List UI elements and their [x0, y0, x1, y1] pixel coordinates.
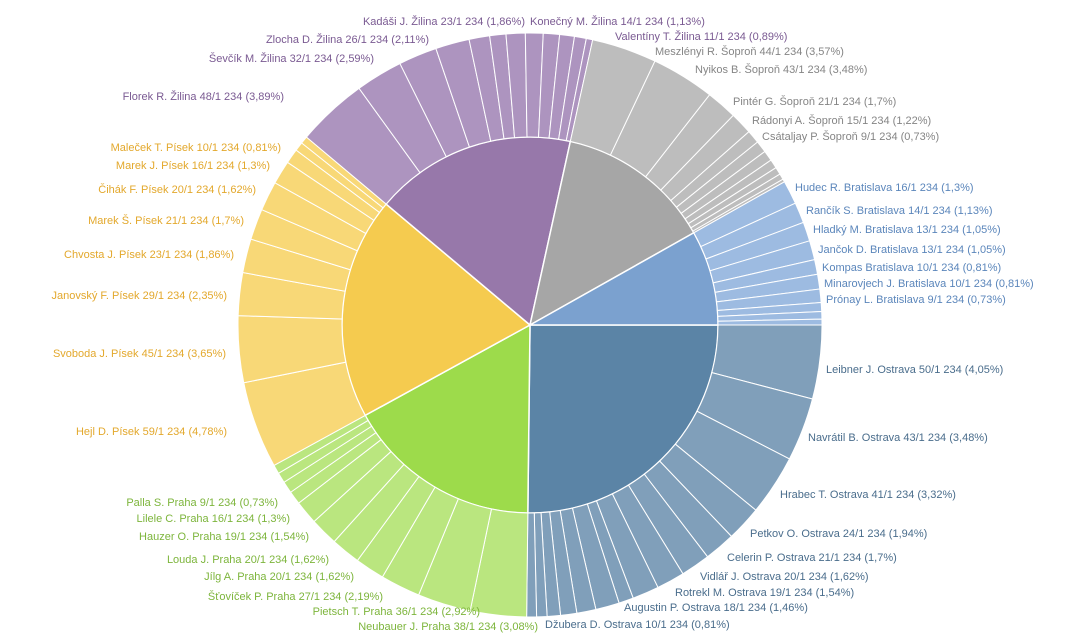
segment-label: Zlocha D. Žilina 26/1 234 (2,11%)	[266, 33, 429, 46]
segment-label: Rančík S. Bratislava 14/1 234 (1,13%)	[806, 205, 992, 217]
segment-label: Pietsch T. Praha 36/1 234 (2,92%)	[313, 606, 480, 618]
outer-segment	[717, 318, 823, 326]
segment-label: Augustin P. Ostrava 18/1 234 (1,46%)	[624, 602, 808, 614]
segment-label: Chvosta J. Písek 23/1 234 (1,86%)	[64, 249, 234, 261]
segment-label: Pintér G. Šoproň 21/1 234 (1,7%)	[733, 95, 896, 108]
segment-label: Hrabec T. Ostrava 41/1 234 (3,32%)	[780, 489, 956, 501]
segment-label: Rotrekl M. Ostrava 19/1 234 (1,54%)	[675, 587, 854, 599]
segment-label: Hauzer O. Praha 19/1 234 (1,54%)	[139, 531, 309, 543]
segment-label: Maleček T. Písek 10/1 234 (0,81%)	[111, 142, 281, 154]
segment-label: Palla S. Praha 9/1 234 (0,73%)	[126, 497, 278, 509]
segment-label: Prónay L. Bratislava 9/1 234 (0,73%)	[826, 294, 1006, 306]
segment-label: Hejl D. Písek 59/1 234 (4,78%)	[76, 426, 227, 438]
segment-label: Celerin P. Ostrava 21/1 234 (1,7%)	[727, 552, 897, 564]
segment-label: Janovský F. Písek 29/1 234 (2,35%)	[52, 290, 227, 302]
segment-label: Vidlář J. Ostrava 20/1 234 (1,62%)	[700, 571, 869, 583]
segment-label: Ševčík M. Žilina 32/1 234 (2,59%)	[209, 52, 374, 65]
segment-label: Kadáši J. Žilina 23/1 234 (1,86%)	[363, 15, 525, 28]
segment-label: Petkov O. Ostrava 24/1 234 (1,94%)	[750, 528, 927, 540]
segment-label: Florek R. Žilina 48/1 234 (3,89%)	[123, 90, 284, 103]
segment-label: Meszlényi R. Šoproň 44/1 234 (3,57%)	[655, 45, 844, 58]
segment-label: Marek Š. Písek 21/1 234 (1,7%)	[88, 214, 244, 227]
segment-label: Lilele C. Praha 16/1 234 (1,3%)	[137, 513, 290, 525]
segment-label: Hudec R. Bratislava 16/1 234 (1,3%)	[795, 182, 974, 194]
segment-label: Navrátil B. Ostrava 43/1 234 (3,48%)	[808, 432, 988, 444]
segment-label: Valentíny T. Žilina 11/1 234 (0,89%)	[615, 30, 787, 43]
segment-label: Jílg A. Praha 20/1 234 (1,62%)	[204, 571, 354, 583]
segment-label: Konečný M. Žilina 14/1 234 (1,13%)	[530, 15, 705, 28]
segment-label: Čihák F. Písek 20/1 234 (1,62%)	[98, 183, 256, 196]
segment-label: Šťovíček P. Praha 27/1 234 (2,19%)	[208, 590, 383, 603]
segment-label: Marek J. Písek 16/1 234 (1,3%)	[116, 160, 270, 172]
segment-label: Hladký M. Bratislava 13/1 234 (1,05%)	[813, 224, 1001, 236]
segment-label: Neubauer J. Praha 38/1 234 (3,08%)	[358, 621, 538, 633]
segment-label: Nyikos B. Šoproň 43/1 234 (3,48%)	[695, 63, 867, 76]
segment-label: Minarovjech J. Bratislava 10/1 234 (0,81…	[824, 278, 1034, 290]
segment-label: Džubera D. Ostrava 10/1 234 (0,81%)	[545, 619, 730, 631]
segment-label: Rádonyi A. Šoproň 15/1 234 (1,22%)	[752, 114, 931, 127]
segment-label: Csátaljay P. Šoproň 9/1 234 (0,73%)	[762, 130, 939, 143]
segment-label: Louda J. Praha 20/1 234 (1,62%)	[167, 554, 329, 566]
segment-label: Kompas Bratislava 10/1 234 (0,81%)	[822, 262, 1001, 274]
segment-label: Svoboda J. Písek 45/1 234 (3,65%)	[53, 348, 226, 360]
segment-label: Leibner J. Ostrava 50/1 234 (4,05%)	[826, 364, 1003, 376]
segment-label: Jančok D. Bratislava 13/1 234 (1,05%)	[818, 244, 1006, 256]
